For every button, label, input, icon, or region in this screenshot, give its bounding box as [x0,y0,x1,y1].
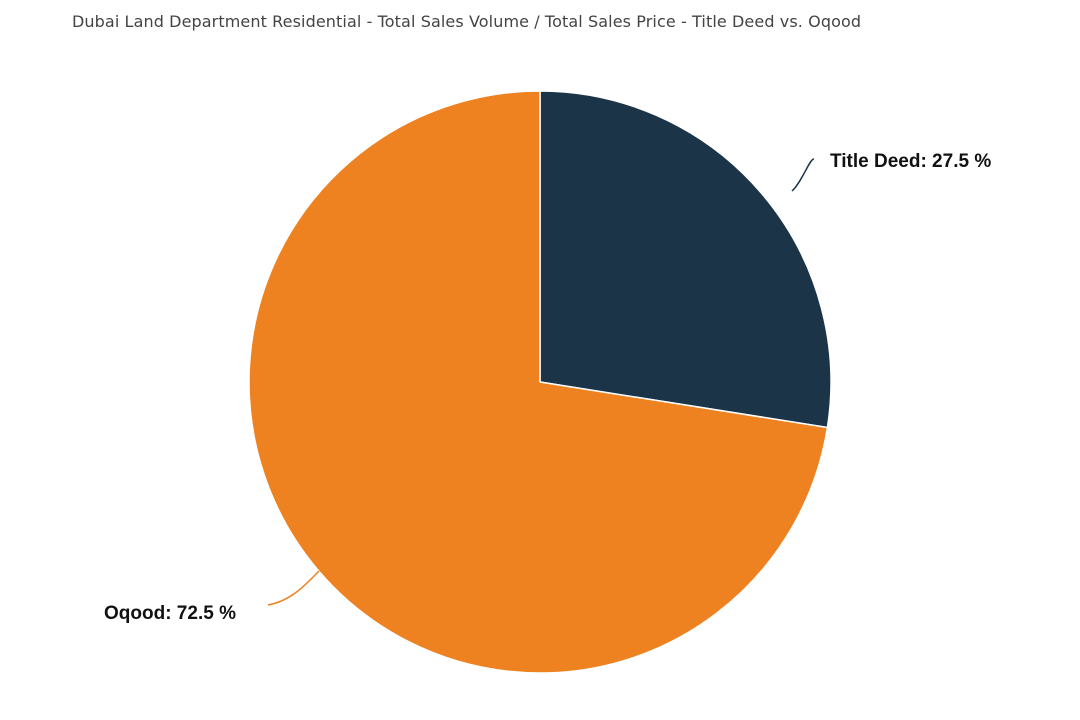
connector-title-deed [791,158,815,192]
pie-slice-title-deed[interactable] [539,90,832,429]
connector-oqood [267,570,320,606]
data-label-oqood: Oqood: 72.5 % [104,603,236,624]
data-label-title-deed: Title Deed: 27.5 % [830,151,991,172]
chart-title: Dubai Land Department Residential - Tota… [72,12,862,31]
